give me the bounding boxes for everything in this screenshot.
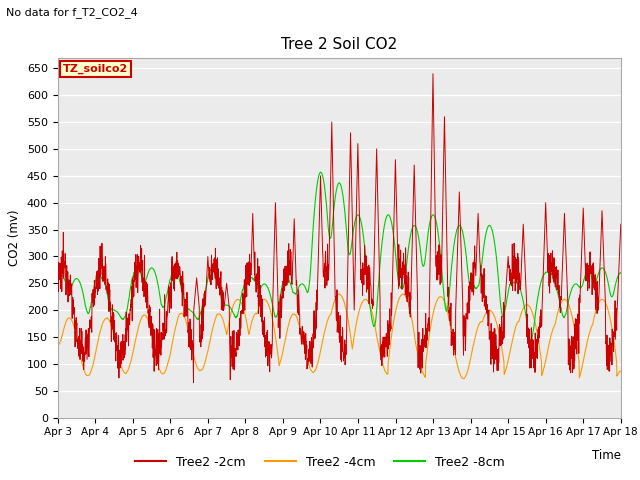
Legend: Tree2 -2cm, Tree2 -4cm, Tree2 -8cm: Tree2 -2cm, Tree2 -4cm, Tree2 -8cm [130,451,510,474]
Text: Time: Time [592,449,621,462]
Title: Tree 2 Soil CO2: Tree 2 Soil CO2 [281,37,397,52]
Text: TZ_soilco2: TZ_soilco2 [63,64,129,74]
Text: No data for f_T2_CO2_4: No data for f_T2_CO2_4 [6,7,138,18]
Y-axis label: CO2 (mv): CO2 (mv) [8,209,21,266]
